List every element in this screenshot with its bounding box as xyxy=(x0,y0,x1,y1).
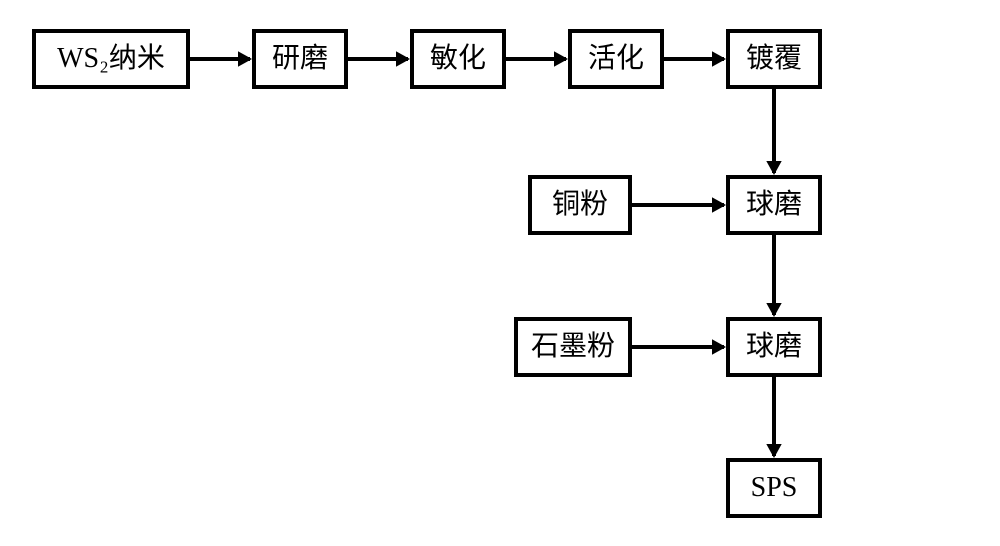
node-label: 球磨 xyxy=(746,191,802,219)
node-sps: SPS xyxy=(726,458,822,518)
node-label: 石墨粉 xyxy=(531,333,615,361)
node-graphite: 石墨粉 xyxy=(514,317,632,377)
node-ws2-nano: WS₂纳米 xyxy=(32,29,190,89)
node-label: 铜粉 xyxy=(552,191,608,219)
node-label: 球磨 xyxy=(746,333,802,361)
node-label: 镀覆 xyxy=(746,45,802,73)
node-ballmill-1: 球磨 xyxy=(726,175,822,235)
node-activate: 活化 xyxy=(568,29,664,89)
node-label: 活化 xyxy=(588,45,644,73)
node-sensitize: 敏化 xyxy=(410,29,506,89)
node-plating: 镀覆 xyxy=(726,29,822,89)
node-ballmill-2: 球磨 xyxy=(726,317,822,377)
node-label: 研磨 xyxy=(272,45,328,73)
node-label: SPS xyxy=(751,474,798,502)
node-label: WS₂纳米 xyxy=(57,45,165,73)
node-copper: 铜粉 xyxy=(528,175,632,235)
flowchart-canvas: WS₂纳米 研磨 敏化 活化 镀覆 铜粉 球磨 石墨粉 球磨 SPS xyxy=(0,0,1000,546)
node-label: 敏化 xyxy=(430,45,486,73)
node-grind: 研磨 xyxy=(252,29,348,89)
